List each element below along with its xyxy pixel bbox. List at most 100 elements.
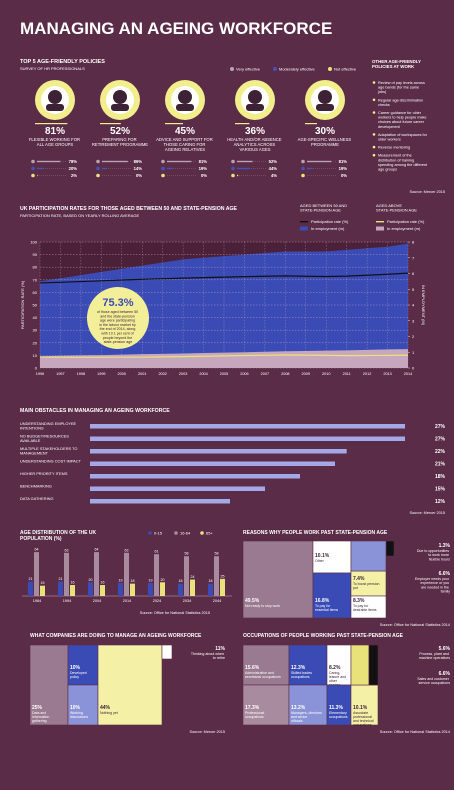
y-tick-label: 70 (33, 277, 38, 282)
bar-value: 16 (71, 581, 75, 585)
bar-value: 63 (65, 548, 69, 552)
bar-value: 12% (435, 499, 446, 505)
y-tick-label: 50 (33, 303, 38, 308)
row-dot (231, 159, 235, 164)
bar-value: 18 (209, 579, 213, 583)
cell-value: 10% (70, 705, 81, 711)
treemap-cell (97, 644, 163, 726)
bar-value: 58 (215, 552, 219, 556)
cell-value: 6.6% (439, 671, 451, 677)
x-tick-label: 2011 (343, 372, 351, 376)
legend-group: AGED ABOVE STATE-PENSION AGE (376, 203, 417, 213)
cell-value: 7.4% (353, 576, 365, 582)
cell-label: Working discussions (70, 711, 88, 719)
x-tick-label: 1999 (97, 372, 105, 376)
legend-label: Participation rate (%) (387, 219, 425, 224)
bar (34, 552, 39, 596)
cell-value: 15.6% (245, 665, 260, 671)
x-tick-label: 2005 (220, 372, 228, 376)
row-dot (31, 159, 35, 164)
row-dot (301, 159, 305, 164)
treemap-cell (242, 540, 314, 619)
x-tick-label: 2000 (118, 372, 126, 376)
bar-value: 15 (41, 581, 45, 585)
bullet (372, 81, 376, 84)
source: Source: Mercer 2015 (410, 511, 445, 515)
row-value: 2% (71, 173, 77, 178)
legend-swatch (273, 67, 277, 71)
cell-label: Elementary occupations (329, 711, 348, 719)
bar (100, 585, 105, 596)
stat-label: PREPARING FOR RETIREMENT PROGRAMME (92, 137, 148, 147)
x-tick-label: 1996 (36, 372, 44, 376)
y2-tick-label: 3 (412, 318, 415, 323)
row-value: 20% (69, 166, 78, 171)
cell-value: 49.5% (245, 598, 260, 604)
bar-value: 21% (435, 462, 446, 468)
cell-value: 25% (32, 705, 43, 711)
cell-value: 10.1% (353, 705, 368, 711)
source: Source: Mercer 2015 (190, 730, 225, 734)
cell-value: 13.2% (291, 705, 306, 711)
source: Source: Office for National Statistics 2… (380, 623, 450, 627)
treemap-cell (67, 684, 99, 726)
side-item: Reverse mentoring (378, 146, 410, 150)
row-value: 19% (339, 166, 348, 171)
callout-value: 75.3% (102, 297, 133, 309)
bar (28, 581, 33, 596)
x-tick-label: 2004 (93, 599, 101, 603)
treemap-cell (312, 572, 352, 619)
x-tick-label: 2024 (153, 599, 161, 603)
bar (88, 582, 93, 596)
bar-value: 58 (185, 552, 189, 556)
bar (124, 552, 129, 596)
y-tick-label: 60 (33, 290, 38, 295)
row-bar (102, 167, 107, 170)
x-tick-label: 2008 (281, 372, 289, 376)
x-tick-label: 2014 (404, 372, 412, 376)
legend-label: 0-15 (154, 531, 163, 536)
bar (64, 552, 69, 596)
cell-value: 11.3% (329, 705, 343, 711)
bullet (372, 153, 376, 157)
x-tick-label: 2010 (322, 372, 330, 376)
x-tick-label: 2012 (363, 372, 371, 376)
icon-figure (178, 90, 192, 104)
row-bar (37, 160, 61, 163)
legend-swatch (200, 531, 204, 535)
icon-figure (46, 104, 64, 111)
y2-tick-label: 5 (412, 287, 415, 292)
row-dot (161, 159, 165, 164)
bullet (372, 111, 376, 114)
bar-value: 19 (119, 578, 123, 582)
cell-value: 8.3% (353, 598, 365, 604)
y2-tick-label: 6 (412, 271, 415, 276)
bar-label: HIGHER PRIORITY ITEMS (20, 471, 68, 476)
bar (40, 585, 45, 596)
side-title: OTHER AGE-FRIENDLY POLICIES AT WORK (372, 59, 422, 69)
section-title: MAIN OBSTACLES IN MANAGING AN AGEING WOR… (20, 408, 170, 414)
legend-label: In employment (m) (387, 226, 421, 231)
row-value: 0% (201, 173, 207, 178)
cell-value: 12.3% (291, 665, 306, 671)
treemap-cell (288, 644, 328, 686)
treemap-cell (242, 684, 290, 726)
treemap-cell (326, 684, 352, 726)
x-tick-label: 2034 (183, 599, 191, 603)
bar-label: NO BUDGET/RESOURCES AVAILABLE (20, 434, 70, 443)
source: Source: Mercer 2015 (410, 190, 445, 194)
row-bar (37, 167, 43, 170)
bar-value: 15% (435, 487, 446, 493)
section-title: OCCUPATIONS OF PEOPLE WORKING PAST STATE… (243, 633, 404, 639)
bullet (372, 145, 376, 149)
legend-label: In employment (m) (311, 226, 345, 231)
x-tick-label: 2006 (240, 372, 248, 376)
bar (154, 554, 159, 596)
treemap-cell (368, 644, 379, 686)
bar (58, 581, 63, 596)
bar-value: 20 (161, 578, 165, 582)
icon-figure (246, 104, 264, 111)
row-bar (37, 174, 38, 177)
bar (90, 424, 405, 429)
y-tick-label: 0 (35, 366, 38, 371)
